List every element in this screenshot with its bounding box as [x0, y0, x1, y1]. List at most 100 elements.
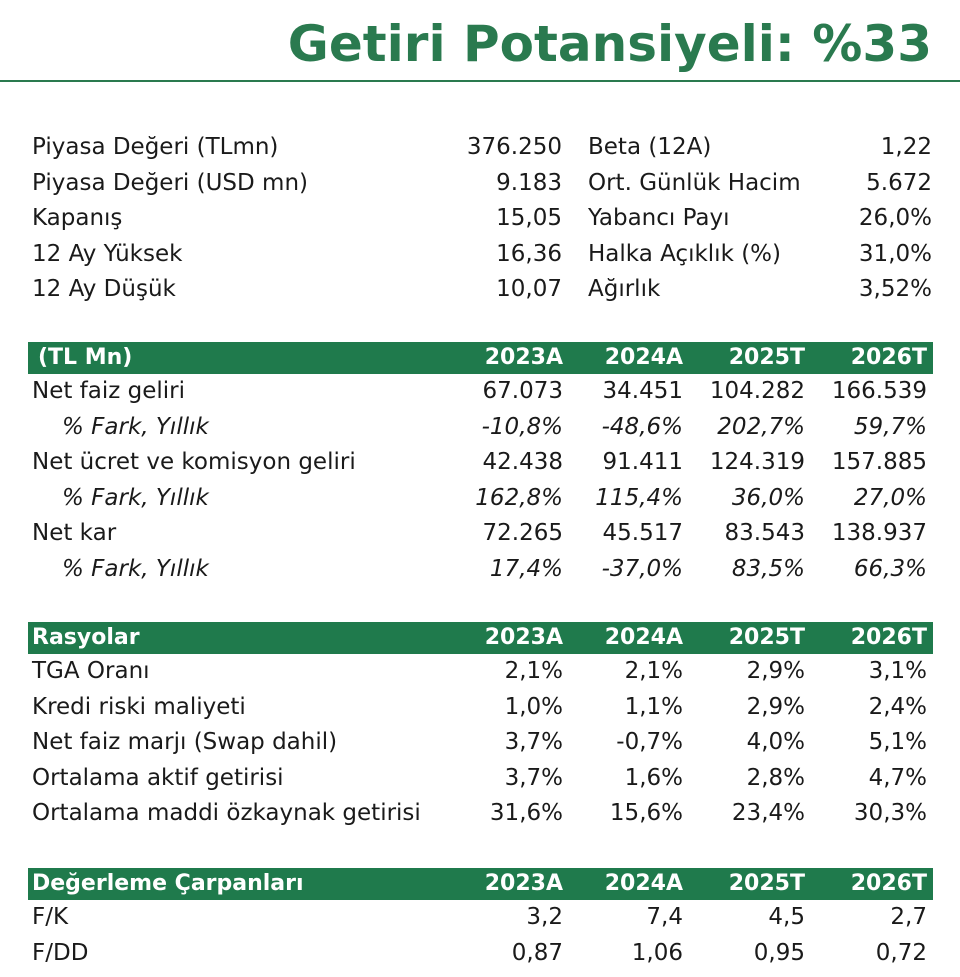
table-cell: -37,0%	[601, 555, 683, 582]
row-label: % Fark, Yıllık	[62, 484, 209, 511]
info-label: Beta (12A)	[588, 134, 712, 160]
table-cell: 162,8%	[475, 484, 563, 511]
table-cell: 3,7%	[504, 764, 563, 791]
header-cell: Değerleme Çarpanları	[32, 871, 304, 896]
table-cell: 1,1%	[624, 693, 683, 720]
table-cell: 17,4%	[489, 555, 563, 582]
table-row: Kredi riski maliyeti 1,0% 1,1% 2,9% 2,4%	[28, 690, 933, 726]
table-cell: 5,1%	[868, 729, 927, 755]
table-cell: 2,9%	[746, 658, 805, 684]
table-cell: -10,8%	[481, 413, 563, 440]
table-row: % Fark, Yıllık 162,8% 115,4% 36,0% 27,0%	[28, 481, 933, 517]
info-value: 16,36	[496, 240, 562, 267]
table-cell: -48,6%	[601, 413, 683, 440]
table-cell: 138.937	[831, 520, 927, 546]
info-row: 12 Ay Yüksek 16,36 Halka Açıklık (%) 31,…	[32, 237, 932, 273]
table-cell: 30,3%	[853, 800, 927, 826]
row-label: Net kar	[32, 520, 117, 546]
table-row: F/K 3,2 7,4 4,5 2,7	[28, 900, 933, 936]
table-cell: 1,0%	[504, 693, 563, 720]
table-cell: 4,7%	[868, 764, 927, 791]
table-cell: 23,4%	[731, 800, 805, 826]
page-title: Getiri Potansiyeli: %33	[287, 15, 932, 73]
header-cell: 2023A	[484, 625, 563, 650]
info-value: 1,22	[880, 134, 932, 160]
table-cell: 124.319	[709, 449, 805, 475]
table-header: Değerleme Çarpanları 2023A 2024A 2025T 2…	[28, 868, 933, 900]
table-cell: 72.265	[482, 520, 563, 546]
table-cell: 3,2	[526, 904, 563, 930]
table-cell: 0,87	[511, 939, 563, 966]
header-cell: 2023A	[484, 871, 563, 896]
table-cell: 2,9%	[746, 693, 805, 720]
header-cell: 2024A	[604, 625, 683, 650]
row-label: TGA Oranı	[32, 658, 150, 684]
table-row: Ortalama maddi özkaynak getirisi 31,6% 1…	[28, 796, 933, 832]
info-value: 15,05	[496, 205, 562, 231]
info-value: 9.183	[496, 169, 562, 196]
table-row: Net faiz geliri 67.073 34.451 104.282 16…	[28, 374, 933, 410]
table-row: Net kar 72.265 45.517 83.543 138.937	[28, 516, 933, 552]
info-label: Kapanış	[32, 205, 123, 231]
table-cell: 2,4%	[868, 693, 927, 720]
table-cell: 0,95	[753, 939, 805, 966]
table-cell: 2,1%	[504, 658, 563, 684]
title-divider	[0, 80, 960, 82]
table-row: Ortalama aktif getirisi 3,7% 1,6% 2,8% 4…	[28, 761, 933, 797]
table-cell: 166.539	[831, 378, 927, 404]
stock-info-block: Piyasa Değeri (TLmn) 376.250 Beta (12A) …	[32, 130, 932, 308]
row-label: Net faiz marjı (Swap dahil)	[32, 729, 338, 755]
header-cell: 2026T	[850, 625, 927, 650]
info-label: 12 Ay Düşük	[32, 276, 176, 302]
table-cell: 4,0%	[746, 729, 805, 755]
row-label: Net ücret ve komisyon geliri	[32, 449, 356, 475]
table-cell: 59,7%	[853, 413, 927, 440]
table-cell: 45.517	[602, 520, 683, 546]
table-cell: 2,8%	[746, 764, 805, 791]
table-cell: 36,0%	[731, 484, 805, 511]
row-label: F/K	[32, 904, 69, 930]
header-cell: 2026T	[850, 345, 927, 370]
header-cell: 2024A	[604, 345, 683, 370]
table-cell: 27,0%	[853, 484, 927, 511]
table-cell: 15,6%	[609, 800, 683, 826]
table-cell: 91.411	[602, 449, 683, 475]
table-row: % Fark, Yıllık -10,8% -48,6% 202,7% 59,7…	[28, 410, 933, 446]
table-row: TGA Oranı 2,1% 2,1% 2,9% 3,1%	[28, 654, 933, 690]
info-value: 376.250	[466, 134, 562, 160]
table-header: Rasyolar 2023A 2024A 2025T 2026T	[28, 622, 933, 654]
table-row: Net faiz marjı (Swap dahil) 3,7% -0,7% 4…	[28, 725, 933, 761]
row-label: F/DD	[32, 939, 89, 966]
table-cell: 157.885	[831, 449, 927, 475]
info-value: 26,0%	[858, 205, 932, 231]
header-cell: Rasyolar	[32, 625, 140, 650]
table-cell: -0,7%	[616, 729, 683, 755]
info-row: 12 Ay Düşük 10,07 Ağırlık 3,52%	[32, 272, 932, 308]
info-label: Ort. Günlük Hacim	[588, 169, 801, 196]
info-label: Piyasa Değeri (TLmn)	[32, 134, 279, 160]
header-cell: 2024A	[604, 871, 683, 896]
row-label: Net faiz geliri	[32, 378, 186, 404]
table-cell: 104.282	[709, 378, 805, 404]
table-cell: 202,7%	[717, 413, 805, 440]
header-cell: 2023A	[484, 345, 563, 370]
table-cell: 2,7	[890, 904, 927, 930]
multiples-table: Değerleme Çarpanları 2023A 2024A 2025T 2…	[28, 868, 933, 971]
table-cell: 1,06	[631, 939, 683, 966]
info-value: 3,52%	[858, 276, 932, 302]
table-cell: 0,72	[875, 939, 927, 966]
table-cell: 2,1%	[624, 658, 683, 684]
table-cell: 83,5%	[731, 555, 805, 582]
info-row: Piyasa Değeri (USD mn) 9.183 Ort. Günlük…	[32, 166, 932, 202]
table-cell: 1,6%	[624, 764, 683, 791]
table-cell: 67.073	[482, 378, 563, 404]
table-cell: 34.451	[602, 378, 683, 404]
info-label: Halka Açıklık (%)	[588, 240, 781, 267]
financials-table: (TL Mn) 2023A 2024A 2025T 2026T Net faiz…	[28, 342, 933, 587]
row-label: % Fark, Yıllık	[62, 555, 209, 582]
info-label: Yabancı Payı	[588, 205, 730, 231]
info-row: Kapanış 15,05 Yabancı Payı 26,0%	[32, 201, 932, 237]
header-cell: (TL Mn)	[38, 345, 133, 370]
info-label: 12 Ay Yüksek	[32, 240, 183, 267]
table-cell: 4,5	[768, 904, 805, 930]
